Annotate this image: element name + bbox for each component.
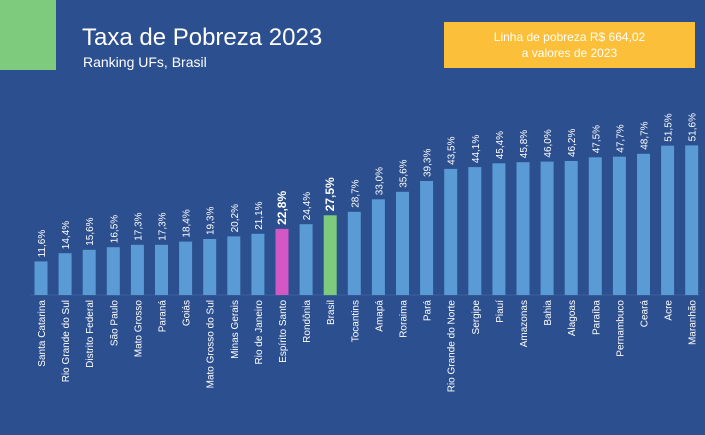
bar-piaui [492,163,506,295]
bar-mato-grosso [130,244,144,295]
bar-minas-gerais [227,236,241,295]
category-label-sergipe: Sergipe [471,300,482,335]
note-line-1: Linha de pobreza R$ 664,02 [493,30,646,44]
category-label-rio-grande-do-sul: Rio Grande do Sul [61,300,72,382]
bar-goias [179,241,193,295]
bar-alagoas [564,161,578,295]
category-label-parana: Paraná [158,300,169,333]
value-label-goias: 18,4% [182,209,193,237]
category-label-goias: Goiás [182,300,193,326]
value-label-sao-paulo: 16,5% [109,215,120,243]
poverty-line-note: Linha de pobreza R$ 664,02 a valores de … [444,22,695,68]
value-label-paraiba: 47,5% [591,125,602,153]
bar-acre [661,145,675,295]
bar-rondonia [299,224,313,295]
value-label-roraima: 35,6% [399,159,410,187]
bar-santa-catarina [34,261,48,295]
bar-distrito-federal [82,249,96,295]
bar-sao-paulo [106,247,120,296]
category-label-amazonas: Amazonas [519,300,530,347]
value-label-pernambuco: 47,7% [615,124,626,152]
value-label-minas-gerais: 20,2% [230,204,241,232]
category-label-brasil: Brasil [326,300,337,325]
bar-pernambuco [612,156,626,295]
category-label-piaui: Piauí [495,300,506,323]
value-label-rio-grande-do-sul: 14,4% [61,221,72,249]
bar-bahia [540,161,554,295]
bar-amapa [371,199,385,295]
category-label-roraima: Roraima [399,300,410,338]
category-label-sao-paulo: São Paulo [109,300,120,347]
value-label-para: 39,3% [423,149,434,177]
value-label-amazonas: 45,8% [519,130,530,158]
value-label-acre: 51,5% [664,113,675,141]
category-label-distrito-federal: Distrito Federal [85,300,96,368]
category-label-amapa: Amapá [374,300,385,332]
category-label-maranhao: Maranhão [688,300,699,345]
category-label-acre: Acre [664,300,675,321]
category-label-ceara: Ceará [640,300,651,328]
bar-espirito-santo [275,228,289,295]
value-label-mato-grosso: 17,3% [133,212,144,240]
value-label-rondonia: 24,4% [302,192,313,220]
chart-subtitle: Ranking UFs, Brasil [83,54,207,70]
bar-rio-grande-do-norte [444,168,458,295]
bar-maranhao [685,145,699,295]
bar-brasil [323,215,337,296]
chart-title: Taxa de Pobreza 2023 [82,24,323,51]
bar-paraiba [588,157,602,296]
bar-rio-de-janeiro [251,233,265,295]
note-line-2: a valores de 2023 [521,46,618,60]
category-label-pernambuco: Pernambuco [615,300,626,357]
category-label-bahia: Bahia [543,300,554,326]
value-label-santa-catarina: 11,6% [37,230,48,258]
value-label-espirito-santo: 22,8% [275,191,289,225]
bar-roraima [396,191,409,295]
category-label-tocantins: Tocantins [350,300,361,342]
category-label-para: Pará [423,300,434,322]
value-label-mato-grosso-do-sul: 19,3% [206,207,217,235]
value-label-alagoas: 46,2% [567,129,578,157]
bar-ceara [637,153,650,295]
category-label-minas-gerais: Minas Gerais [230,300,241,359]
value-label-rio-de-janeiro: 21,1% [254,201,265,229]
value-label-piaui: 45,4% [495,131,506,159]
value-label-bahia: 46,0% [543,129,554,157]
bar-para [420,181,434,295]
category-label-rondonia: Rondônia [302,300,313,343]
bar-rio-grande-do-sul [58,253,72,295]
value-label-parana: 17,3% [158,212,169,240]
bar-parana [155,244,168,295]
accent-tab [0,0,56,70]
bar-tocantins [347,211,361,295]
category-label-alagoas: Alagoas [567,300,578,336]
bar-amazonas [516,162,530,295]
category-label-paraiba: Paraíba [591,300,602,335]
value-label-distrito-federal: 15,6% [85,217,96,245]
value-label-sergipe: 44,1% [471,135,482,163]
value-label-amapa: 33,0% [374,167,385,195]
category-label-santa-catarina: Santa Catarina [37,300,48,367]
value-label-brasil: 27,5% [323,177,337,211]
bar-sergipe [468,167,482,295]
bar-mato-grosso-do-sul [203,239,217,295]
value-label-tocantins: 28,7% [350,179,361,207]
category-label-rio-de-janeiro: Rio de Janeiro [254,300,265,365]
value-label-rio-grande-do-norte: 43,5% [447,136,458,164]
category-label-espirito-santo: Espírito Santo [278,300,289,363]
value-label-maranhao: 51,6% [688,113,699,141]
category-label-mato-grosso-do-sul: Mato Grosso do Sul [206,300,217,388]
value-label-ceara: 48,7% [640,121,651,149]
category-label-mato-grosso: Mato Grosso [133,300,144,358]
category-label-rio-grande-do-norte: Rio Grande do Norte [447,300,458,393]
